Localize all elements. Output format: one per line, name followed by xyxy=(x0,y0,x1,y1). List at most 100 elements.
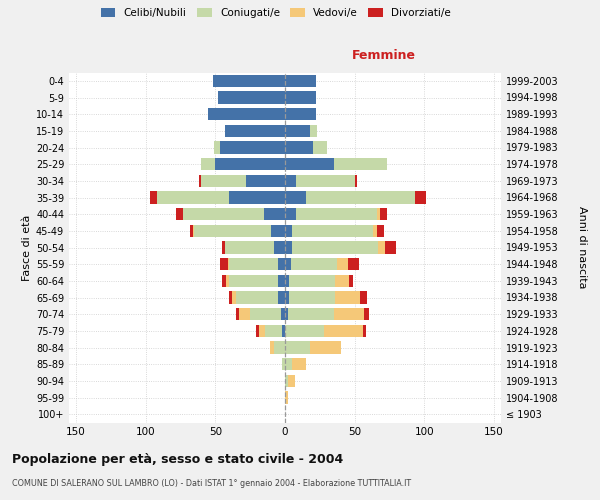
Bar xyxy=(310,124,317,137)
Bar xyxy=(228,258,229,270)
Bar xyxy=(285,74,316,87)
Bar xyxy=(292,224,373,237)
Bar xyxy=(355,174,358,187)
Bar xyxy=(310,341,341,354)
Bar xyxy=(285,108,316,120)
Bar xyxy=(285,174,296,187)
Bar xyxy=(348,258,359,270)
Bar xyxy=(215,158,285,170)
Bar xyxy=(377,208,380,220)
Legend: Celibi/Nubili, Coniugati/e, Vedovi/e, Divorziati/e: Celibi/Nubili, Coniugati/e, Vedovi/e, Di… xyxy=(101,8,451,18)
Bar xyxy=(274,242,285,254)
Bar xyxy=(264,208,285,220)
Bar xyxy=(229,191,285,204)
Bar xyxy=(157,191,229,204)
Bar xyxy=(246,174,285,187)
Y-axis label: Fasce di età: Fasce di età xyxy=(22,214,32,280)
Bar xyxy=(285,308,288,320)
Bar xyxy=(377,224,384,237)
Bar xyxy=(176,208,183,220)
Bar xyxy=(285,258,290,270)
Bar xyxy=(313,141,327,154)
Bar xyxy=(222,242,225,254)
Bar xyxy=(288,374,295,387)
Bar xyxy=(285,124,310,137)
Bar xyxy=(334,308,364,320)
Bar xyxy=(190,224,193,237)
Bar xyxy=(220,141,285,154)
Bar xyxy=(229,274,278,287)
Bar xyxy=(218,91,285,104)
Bar xyxy=(208,108,285,120)
Bar xyxy=(290,258,337,270)
Bar xyxy=(289,274,335,287)
Bar xyxy=(229,291,232,304)
Bar xyxy=(296,208,377,220)
Bar xyxy=(335,274,349,287)
Bar xyxy=(202,174,246,187)
Bar xyxy=(194,224,271,237)
Bar xyxy=(364,308,368,320)
Bar xyxy=(278,274,285,287)
Bar xyxy=(236,291,278,304)
Bar xyxy=(193,224,194,237)
Bar xyxy=(214,141,220,154)
Bar xyxy=(278,291,285,304)
Text: Femmine: Femmine xyxy=(352,49,416,62)
Bar xyxy=(349,274,353,287)
Bar xyxy=(239,308,250,320)
Bar xyxy=(250,308,281,320)
Bar xyxy=(199,174,202,187)
Bar xyxy=(285,191,306,204)
Bar xyxy=(285,291,289,304)
Bar xyxy=(232,291,236,304)
Bar xyxy=(285,274,289,287)
Bar xyxy=(285,91,316,104)
Bar xyxy=(415,191,426,204)
Bar xyxy=(285,374,288,387)
Bar xyxy=(202,158,215,170)
Bar xyxy=(306,191,415,204)
Bar xyxy=(256,324,259,337)
Bar xyxy=(225,124,285,137)
Bar xyxy=(278,258,285,270)
Y-axis label: Anni di nascita: Anni di nascita xyxy=(577,206,587,288)
Bar xyxy=(183,208,264,220)
Text: Popolazione per età, sesso e stato civile - 2004: Popolazione per età, sesso e stato civil… xyxy=(12,452,343,466)
Bar xyxy=(285,158,334,170)
Bar xyxy=(285,391,288,404)
Bar xyxy=(285,242,292,254)
Bar xyxy=(363,324,366,337)
Bar xyxy=(285,224,292,237)
Bar xyxy=(274,341,285,354)
Bar xyxy=(269,341,274,354)
Bar xyxy=(373,224,377,237)
Bar xyxy=(150,191,157,204)
Bar xyxy=(281,308,285,320)
Bar xyxy=(282,358,285,370)
Text: COMUNE DI SALERANO SUL LAMBRO (LO) - Dati ISTAT 1° gennaio 2004 - Elaborazione T: COMUNE DI SALERANO SUL LAMBRO (LO) - Dat… xyxy=(12,479,411,488)
Bar xyxy=(380,208,387,220)
Bar xyxy=(225,242,274,254)
Bar xyxy=(289,291,335,304)
Bar xyxy=(324,324,363,337)
Bar xyxy=(379,242,385,254)
Bar xyxy=(285,341,310,354)
Bar xyxy=(236,308,239,320)
Bar xyxy=(220,258,228,270)
Bar xyxy=(285,141,313,154)
Bar xyxy=(259,324,265,337)
Bar xyxy=(337,258,348,270)
Bar xyxy=(385,242,397,254)
Bar xyxy=(288,308,334,320)
Bar xyxy=(265,324,282,337)
Bar xyxy=(229,258,278,270)
Bar xyxy=(360,291,367,304)
Bar xyxy=(271,224,285,237)
Bar xyxy=(212,74,285,87)
Bar xyxy=(285,324,324,337)
Bar xyxy=(282,324,285,337)
Bar xyxy=(296,174,355,187)
Bar xyxy=(292,358,306,370)
Bar xyxy=(334,158,387,170)
